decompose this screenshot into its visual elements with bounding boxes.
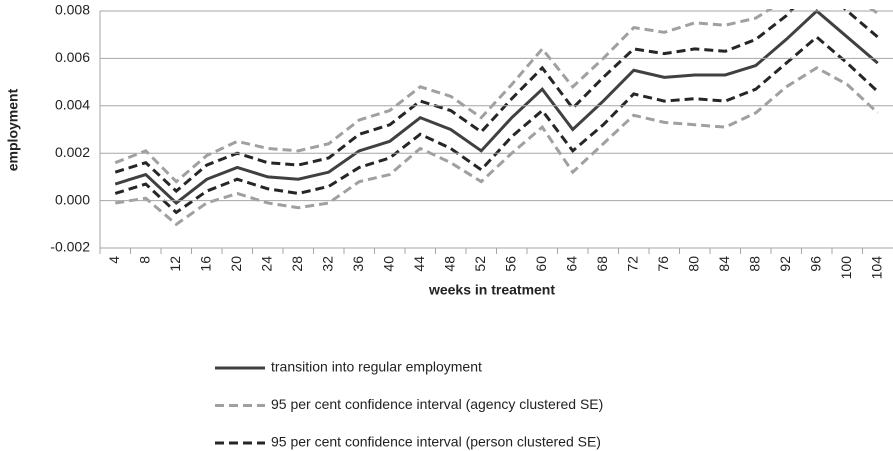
plot-area [114,9,879,227]
x-tick-label: 100 [838,256,854,280]
x-tick-label: 88 [746,256,762,272]
x-tick-label: 32 [319,256,335,272]
y-axis-label: employment [5,88,21,171]
x-tick-label: 92 [777,256,793,272]
x-axis-label: weeks in treatment [428,282,555,298]
x-tick-label: 52 [472,256,488,272]
series-line [114,9,879,194]
x-tick-label: 60 [533,256,549,272]
x-tick-label: 104 [868,256,884,280]
x-tick-label: 68 [594,256,610,272]
legend-label: 95 per cent confidence interval (person … [271,434,601,450]
x-tick-label: 40 [380,256,396,272]
series-line [114,9,879,205]
series-line [114,35,879,215]
x-tick-label: 72 [624,256,640,272]
y-tick-label: 0.008 [55,2,90,18]
x-tick-label: 36 [350,256,366,272]
x-tick-label: 44 [411,256,427,272]
y-tick-label: 0.002 [55,144,90,160]
x-tick-label: 8 [136,256,152,264]
x-tick-label: 84 [716,256,732,272]
y-tick-label: -0.002 [50,239,90,255]
x-tick-label: 28 [289,256,305,272]
legend-label: transition into regular employment [271,359,482,375]
x-tick-label: 96 [807,256,823,272]
series-line [114,9,879,184]
x-tick-label: 48 [441,256,457,272]
y-tick-label: 0.004 [55,97,90,113]
y-tick-label: 0.006 [55,49,90,65]
x-tick-label: 12 [167,256,183,272]
x-tick-label: 16 [197,256,213,272]
y-tick-label: 0.000 [55,191,90,207]
x-tick-label: 76 [655,256,671,272]
x-tick-label: 80 [685,256,701,272]
x-tick-label: 4 [106,256,122,264]
series-line [115,66,879,227]
legend-label: 95 per cent confidence interval (agency … [271,396,603,412]
x-tick-label: 24 [258,256,274,272]
x-tick-label: 64 [563,256,579,272]
x-tick-label: 20 [228,256,244,272]
x-tick-label: 56 [502,256,518,272]
